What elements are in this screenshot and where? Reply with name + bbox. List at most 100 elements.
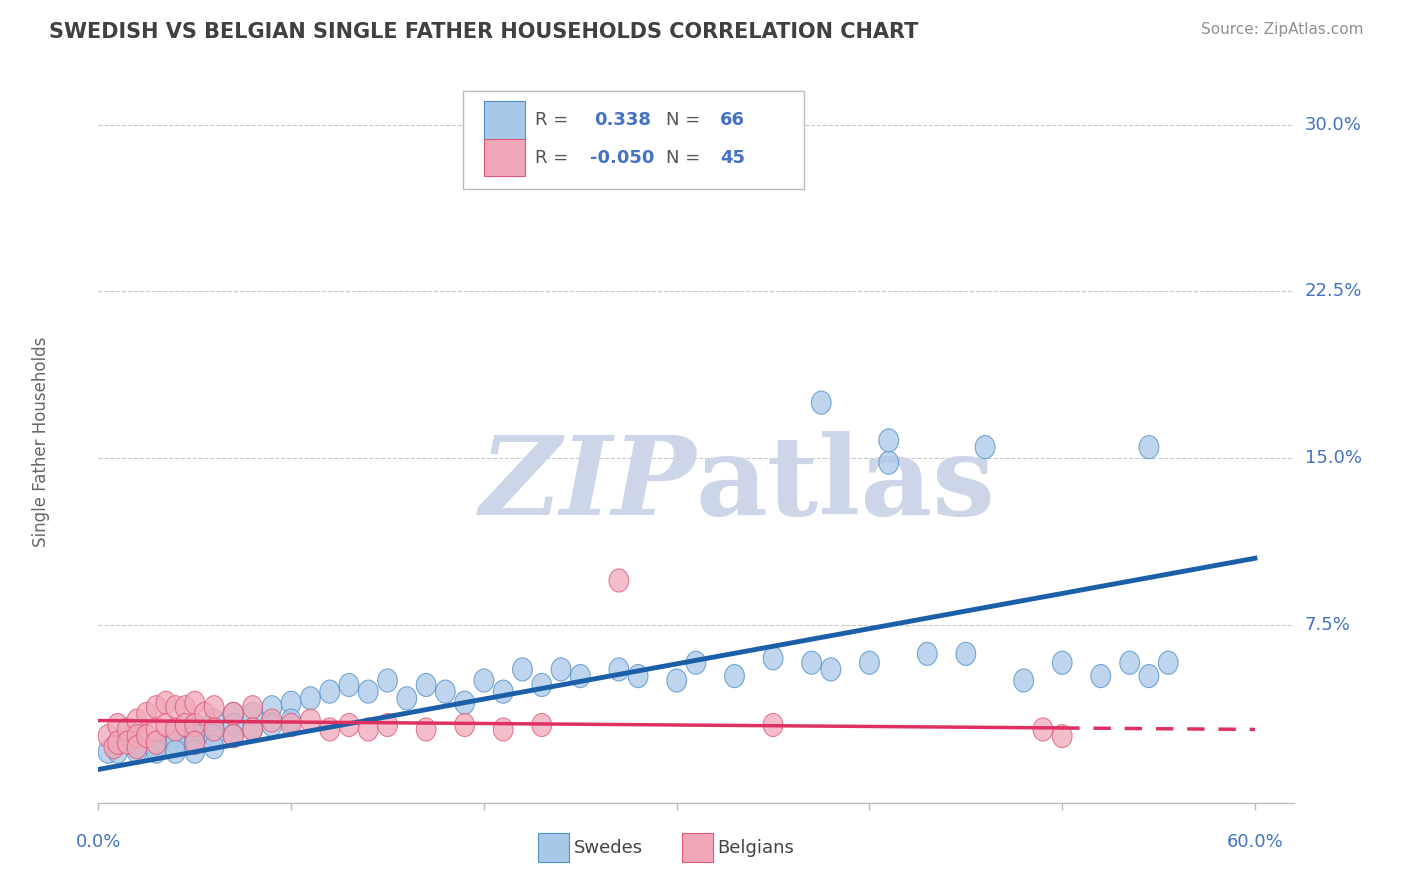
Ellipse shape <box>127 736 146 759</box>
Ellipse shape <box>801 651 821 674</box>
Ellipse shape <box>319 680 340 703</box>
Ellipse shape <box>243 702 263 725</box>
Ellipse shape <box>186 691 205 714</box>
Ellipse shape <box>176 696 195 719</box>
Ellipse shape <box>186 714 205 737</box>
Ellipse shape <box>146 696 166 719</box>
FancyBboxPatch shape <box>485 139 524 177</box>
Ellipse shape <box>281 709 301 732</box>
Ellipse shape <box>821 657 841 681</box>
Text: R =: R = <box>534 111 579 129</box>
Ellipse shape <box>186 731 205 755</box>
FancyBboxPatch shape <box>485 101 524 139</box>
Ellipse shape <box>136 702 156 725</box>
Ellipse shape <box>1139 435 1159 458</box>
Text: ZIP: ZIP <box>479 431 696 539</box>
Ellipse shape <box>1091 665 1111 688</box>
Ellipse shape <box>513 657 533 681</box>
Text: 30.0%: 30.0% <box>1305 116 1361 134</box>
Ellipse shape <box>531 714 551 737</box>
Ellipse shape <box>339 673 359 697</box>
Ellipse shape <box>494 680 513 703</box>
Ellipse shape <box>127 709 146 732</box>
Ellipse shape <box>301 687 321 710</box>
Ellipse shape <box>146 718 166 741</box>
Ellipse shape <box>917 642 938 665</box>
Ellipse shape <box>859 651 879 674</box>
FancyBboxPatch shape <box>463 91 804 189</box>
Ellipse shape <box>262 714 281 737</box>
Text: Single Father Households: Single Father Households <box>32 336 51 547</box>
Ellipse shape <box>416 673 436 697</box>
Ellipse shape <box>359 718 378 741</box>
Ellipse shape <box>186 740 205 764</box>
Ellipse shape <box>609 569 628 592</box>
Ellipse shape <box>416 718 436 741</box>
Text: N =: N = <box>666 149 706 167</box>
Ellipse shape <box>136 724 156 747</box>
Ellipse shape <box>319 718 340 741</box>
Ellipse shape <box>976 435 995 458</box>
Ellipse shape <box>204 709 224 732</box>
Ellipse shape <box>224 724 243 747</box>
Text: 15.0%: 15.0% <box>1305 450 1361 467</box>
Ellipse shape <box>127 724 146 747</box>
Ellipse shape <box>243 718 263 741</box>
FancyBboxPatch shape <box>538 833 569 862</box>
Text: 66: 66 <box>720 111 745 129</box>
Ellipse shape <box>186 731 205 755</box>
Ellipse shape <box>186 724 205 747</box>
Text: atlas: atlas <box>696 432 995 539</box>
Text: Belgians: Belgians <box>717 838 794 856</box>
Ellipse shape <box>166 740 186 764</box>
Text: Source: ZipAtlas.com: Source: ZipAtlas.com <box>1201 22 1364 37</box>
Ellipse shape <box>339 714 359 737</box>
Ellipse shape <box>571 665 591 688</box>
Ellipse shape <box>176 714 195 737</box>
Ellipse shape <box>146 731 166 755</box>
Ellipse shape <box>166 718 186 741</box>
Ellipse shape <box>146 740 166 764</box>
Ellipse shape <box>811 391 831 414</box>
Ellipse shape <box>194 702 214 725</box>
Ellipse shape <box>127 724 146 747</box>
Ellipse shape <box>1159 651 1178 674</box>
Ellipse shape <box>724 665 744 688</box>
Ellipse shape <box>127 740 146 764</box>
Ellipse shape <box>879 451 898 475</box>
Ellipse shape <box>204 696 224 719</box>
Ellipse shape <box>224 724 243 747</box>
Ellipse shape <box>436 680 456 703</box>
Ellipse shape <box>108 740 128 764</box>
Text: -0.050: -0.050 <box>589 149 654 167</box>
Ellipse shape <box>359 680 378 703</box>
Ellipse shape <box>378 669 398 692</box>
Ellipse shape <box>156 691 176 714</box>
Ellipse shape <box>686 651 706 674</box>
Text: 7.5%: 7.5% <box>1305 616 1351 634</box>
Ellipse shape <box>281 691 301 714</box>
Ellipse shape <box>166 731 186 755</box>
Ellipse shape <box>104 736 124 759</box>
Ellipse shape <box>204 724 224 747</box>
Ellipse shape <box>531 673 551 697</box>
Ellipse shape <box>224 702 243 725</box>
Ellipse shape <box>1014 669 1033 692</box>
Text: 60.0%: 60.0% <box>1226 833 1284 851</box>
Ellipse shape <box>666 669 686 692</box>
Ellipse shape <box>224 714 243 737</box>
Ellipse shape <box>204 718 224 741</box>
Ellipse shape <box>224 702 243 725</box>
Ellipse shape <box>127 736 146 759</box>
Ellipse shape <box>146 736 166 759</box>
Ellipse shape <box>763 647 783 670</box>
Ellipse shape <box>879 429 898 452</box>
Ellipse shape <box>146 731 166 755</box>
Ellipse shape <box>494 718 513 741</box>
Ellipse shape <box>204 718 224 741</box>
Text: 0.0%: 0.0% <box>76 833 121 851</box>
Text: 0.338: 0.338 <box>595 111 651 129</box>
Ellipse shape <box>1139 665 1159 688</box>
Ellipse shape <box>108 714 128 737</box>
Ellipse shape <box>166 696 186 719</box>
